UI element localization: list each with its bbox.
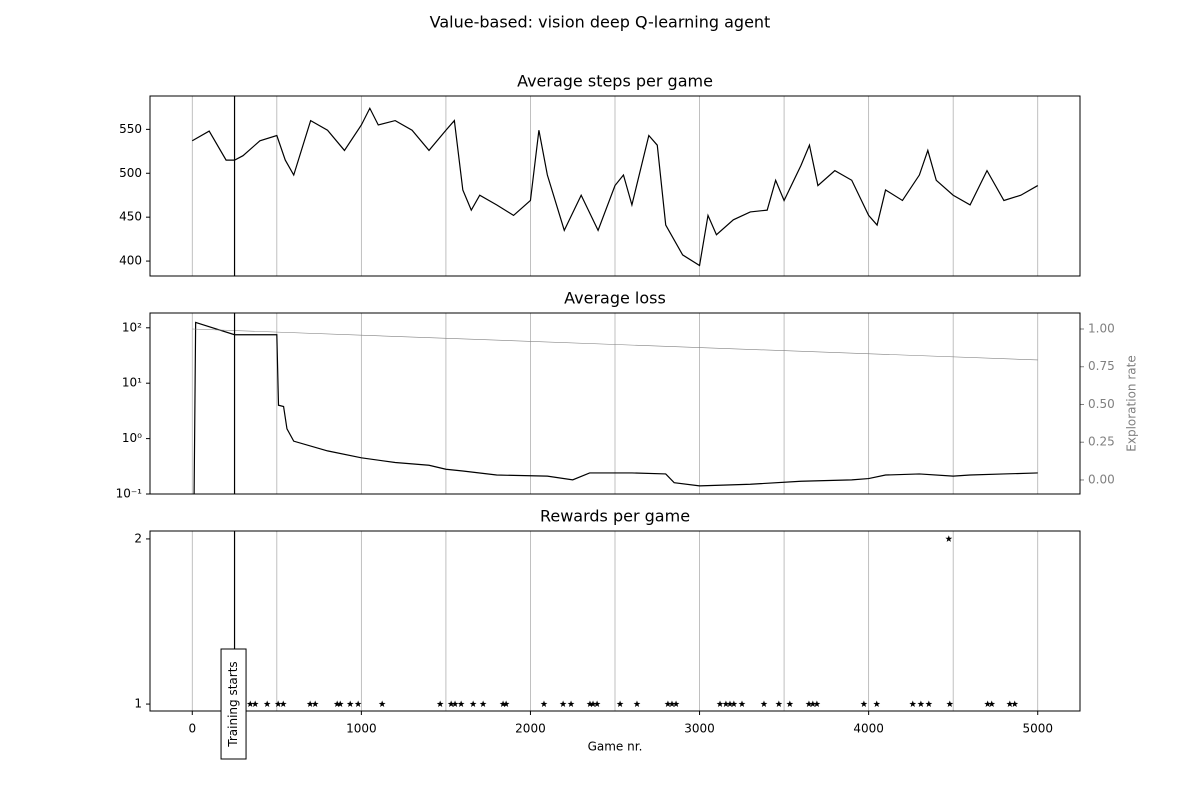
y-tick-label: 400 [119, 254, 142, 268]
point [668, 700, 676, 707]
y-tick-label: 10¹ [122, 376, 142, 390]
line [191, 106, 1039, 267]
point [984, 700, 992, 707]
y-tick-label: 10⁰ [122, 431, 142, 445]
point [664, 700, 672, 707]
point [447, 700, 455, 707]
y-tick-label: 10⁻¹ [116, 487, 143, 501]
annotation-box [220, 648, 247, 760]
point [346, 700, 354, 707]
point [586, 700, 594, 707]
panel-title: Average steps per game [517, 72, 713, 91]
point [809, 700, 817, 707]
annotation: Training starts [226, 661, 240, 747]
point [722, 700, 730, 707]
point [988, 700, 996, 707]
point [925, 700, 933, 707]
point [813, 700, 821, 707]
point [805, 700, 813, 707]
figure-title: Value-based: vision deep Q-learning agen… [430, 13, 771, 32]
point [873, 700, 881, 707]
x-axis-label: Game nr. [588, 740, 643, 754]
point [589, 700, 597, 707]
y-tick-label: 2 [134, 531, 142, 545]
y-tick-label: 10² [122, 320, 142, 334]
point [333, 700, 341, 707]
axes-frame [149, 312, 1081, 495]
point [311, 700, 319, 707]
panel-title: Rewards per game [540, 507, 690, 526]
y-tick-label: 450 [119, 210, 142, 224]
y2-axis-label: Exploration rate [1125, 355, 1139, 451]
point [1011, 700, 1019, 707]
point [559, 700, 567, 707]
point [457, 700, 465, 707]
point [251, 700, 259, 707]
point [775, 700, 783, 707]
panel-title: Average loss [564, 289, 666, 308]
y2-tick-label: 0.00 [1088, 472, 1115, 486]
point [593, 700, 601, 707]
point [436, 700, 444, 707]
y2-tick-label: 0.50 [1088, 397, 1115, 411]
point [469, 700, 477, 707]
point [730, 700, 738, 707]
point [917, 700, 925, 707]
point [336, 700, 344, 707]
y-tick-label: 1 [134, 697, 142, 711]
x-tick-label: 2000 [515, 722, 546, 736]
point [909, 700, 917, 707]
point [1006, 700, 1014, 707]
point [716, 700, 724, 707]
point [672, 700, 680, 707]
point [860, 700, 868, 707]
axes-frame [149, 530, 1081, 712]
point [274, 700, 282, 707]
point [760, 700, 768, 707]
point [479, 700, 487, 707]
point [499, 700, 507, 707]
point [945, 535, 953, 542]
point [378, 700, 386, 707]
point [451, 700, 459, 707]
point [726, 700, 734, 707]
point [946, 700, 954, 707]
point [306, 700, 314, 707]
point [633, 700, 641, 707]
y-tick-label: 550 [119, 122, 142, 136]
point [738, 700, 746, 707]
point [502, 700, 510, 707]
y2-tick-label: 1.00 [1088, 322, 1115, 336]
point [616, 700, 624, 707]
point [354, 700, 362, 707]
axes-frame [149, 95, 1081, 277]
x-tick-label: 4000 [853, 722, 884, 736]
point [263, 700, 271, 707]
y2-tick-label: 0.75 [1088, 359, 1115, 373]
x-tick-label: 5000 [1022, 722, 1053, 736]
line [193, 321, 1038, 494]
y2-tick-label: 0.25 [1088, 435, 1115, 449]
x-tick-label: 3000 [684, 722, 715, 736]
x-tick-label: 0 [188, 722, 196, 736]
point [279, 700, 287, 707]
line [192, 328, 1038, 361]
x-tick-label: 1000 [346, 722, 377, 736]
point [246, 700, 254, 707]
y-tick-label: 500 [119, 166, 142, 180]
point [786, 700, 794, 707]
point [540, 700, 548, 707]
point [567, 700, 575, 707]
